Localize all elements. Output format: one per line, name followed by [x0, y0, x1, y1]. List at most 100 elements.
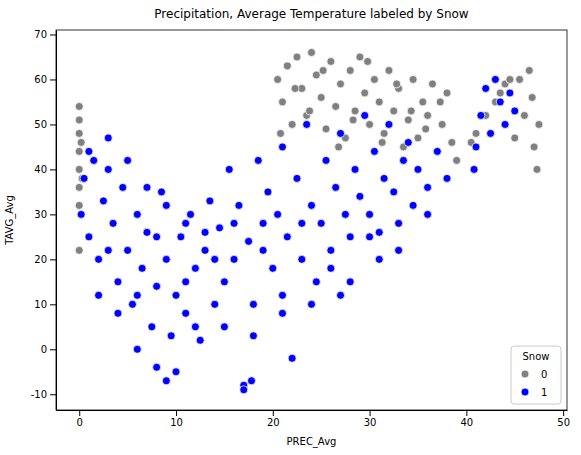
legend: Snow01 — [511, 346, 561, 404]
tick-label: -10 — [31, 389, 47, 400]
point — [148, 323, 156, 331]
point — [75, 183, 83, 191]
tick: 0 — [77, 410, 83, 428]
point — [472, 129, 480, 137]
point — [119, 183, 127, 191]
point — [133, 345, 141, 353]
point — [361, 111, 369, 119]
title: Precipitation, Average Temperature label… — [154, 7, 468, 21]
point — [438, 120, 446, 128]
point — [453, 156, 461, 164]
point — [274, 210, 282, 218]
tick-mark — [563, 410, 564, 416]
point — [278, 143, 286, 151]
legend-title: Snow — [523, 351, 550, 362]
tick-label: 30 — [34, 209, 47, 220]
point — [424, 183, 432, 191]
point — [337, 129, 345, 137]
point — [327, 264, 335, 272]
point — [182, 278, 190, 286]
point — [337, 80, 345, 88]
point — [332, 183, 340, 191]
point — [525, 66, 533, 74]
point — [75, 102, 83, 110]
point — [533, 165, 541, 173]
point — [404, 138, 412, 146]
point — [277, 129, 285, 137]
point — [530, 143, 538, 151]
point — [75, 165, 83, 173]
point — [407, 107, 415, 115]
point — [293, 174, 301, 182]
frame — [56, 30, 567, 410]
point — [390, 188, 398, 196]
point — [303, 120, 311, 128]
point — [482, 84, 490, 92]
point — [291, 84, 299, 92]
point — [520, 111, 528, 119]
tick: 50 — [557, 410, 570, 428]
tick: 30 — [364, 410, 377, 428]
point — [414, 134, 422, 142]
plot: 01020304050-10010203040506070Snow01 — [31, 29, 570, 428]
point — [162, 255, 170, 263]
point — [346, 278, 354, 286]
tick: 30 — [34, 209, 56, 220]
point — [167, 332, 175, 340]
point — [327, 246, 335, 254]
tick-mark — [50, 34, 56, 35]
point — [162, 201, 170, 209]
point — [414, 165, 422, 173]
tick: 60 — [34, 74, 56, 85]
point — [80, 174, 88, 182]
tick-mark — [50, 304, 56, 305]
point — [182, 309, 190, 317]
tick-label: 60 — [34, 74, 47, 85]
point — [85, 147, 93, 155]
point — [77, 138, 85, 146]
point — [506, 89, 514, 97]
point — [153, 363, 161, 371]
point — [477, 111, 485, 119]
tick-mark — [273, 410, 274, 416]
point — [448, 138, 456, 146]
point — [308, 48, 316, 56]
point — [77, 210, 85, 218]
point — [390, 107, 398, 115]
point — [75, 129, 83, 137]
tick-mark — [50, 79, 56, 80]
point — [496, 98, 504, 106]
chart: 01020304050-10010203040506070Snow01Preci… — [0, 0, 581, 455]
point — [399, 156, 407, 164]
point — [138, 264, 146, 272]
tick-label: 10 — [170, 417, 183, 428]
point — [366, 210, 374, 218]
point — [428, 80, 436, 88]
tick-mark — [79, 410, 80, 416]
tick-label: 40 — [34, 164, 47, 175]
tick-label: 10 — [34, 299, 47, 310]
point — [349, 116, 357, 124]
point — [308, 300, 316, 308]
tick: 50 — [34, 119, 56, 130]
y-axis: -10010203040506070 — [31, 29, 57, 410]
point — [385, 120, 393, 128]
tick-mark — [176, 410, 177, 416]
tick: 70 — [34, 29, 56, 40]
point — [187, 210, 195, 218]
point — [133, 210, 141, 218]
point — [511, 107, 519, 115]
point — [274, 75, 282, 83]
tick-mark — [50, 349, 56, 350]
point — [346, 66, 354, 74]
tick-mark — [50, 259, 56, 260]
point — [153, 282, 161, 290]
point — [375, 255, 383, 263]
point — [375, 228, 383, 236]
tick: 40 — [34, 164, 56, 175]
point — [535, 120, 543, 128]
tick-label: 40 — [460, 417, 473, 428]
point — [216, 224, 224, 232]
point — [90, 156, 98, 164]
point — [153, 233, 161, 241]
